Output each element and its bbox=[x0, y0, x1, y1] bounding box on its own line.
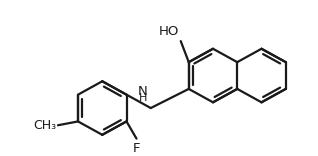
Text: F: F bbox=[133, 141, 140, 154]
Text: N: N bbox=[138, 85, 148, 98]
Text: CH₃: CH₃ bbox=[33, 119, 56, 132]
Text: HO: HO bbox=[158, 25, 179, 38]
Text: H: H bbox=[138, 93, 147, 103]
